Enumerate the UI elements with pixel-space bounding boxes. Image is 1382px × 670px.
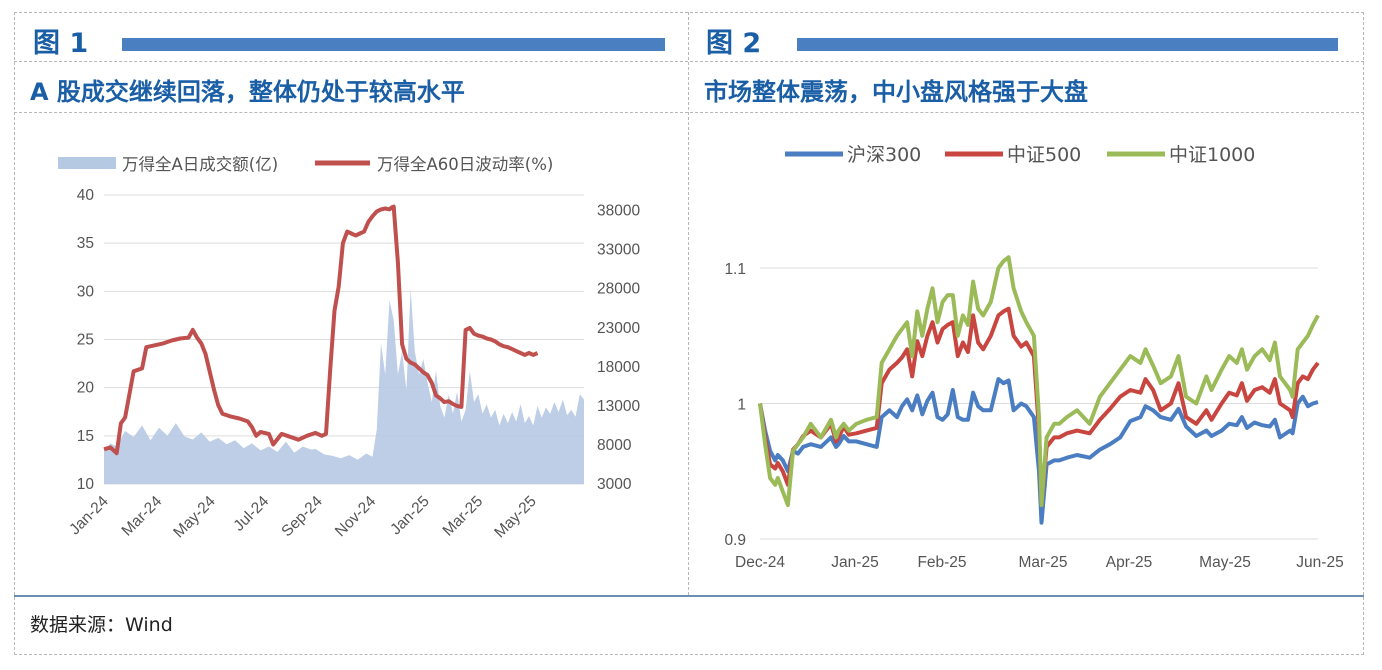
y-right-tick-label: 18000 [597,359,640,376]
y-right-tick-label: 8000 [597,437,632,454]
chart-1: 10 15 20 25 30 35 40 3000 8000 13000 18000 23000 280… [58,155,640,541]
legend-label: 沪深300 [847,144,921,166]
turnover-area [104,288,584,484]
y-left-tick-label: 15 [77,428,94,445]
volatility-line [103,204,539,456]
y-left-tick-label: 10 [77,476,95,493]
y-right-tick-label: 13000 [597,398,640,415]
legend-label: 中证1000 [1169,144,1255,166]
y-tick-label: 1.1 [724,261,746,278]
chart-2: 0.9 1 1.1 Dec-24 Jan-25 Feb-25 Mar-25 Apr-25 May… [724,144,1343,571]
y-right-tick-label: 28000 [597,281,640,298]
data-source-note: 数据来源：Wind [30,614,173,636]
figure-1-subtitle: A 股成交继续回落，整体仍处于较高水平 [30,78,465,106]
y-right-tick-label: 33000 [597,242,640,259]
y-left-tick-label: 30 [77,283,95,300]
y-left-tick-label: 35 [77,235,94,252]
y-right-tick-label: 38000 [597,203,640,220]
x-tick-label: Apr-25 [1106,554,1153,571]
series-line [758,306,1320,508]
x-tick-label: May-25 [1199,554,1251,571]
series-line [758,377,1319,525]
y-tick-label: 1 [737,397,746,414]
figure-1-label: 图 1 [33,28,89,59]
y-left-tick-label: 40 [77,187,95,204]
x-tick-label: Jan-25 [831,554,878,571]
x-tick-label: Feb-25 [917,554,966,571]
legend-line-label: 万得全A60日波动率(%) [377,155,553,174]
panel-divider [688,12,689,595]
y-left-tick-label: 25 [77,332,94,349]
y-right-tick-label: 3000 [597,476,632,493]
figure-2-accent-bar [797,38,1338,51]
footer-divider [14,595,1364,597]
y-left-tick-label: 20 [77,380,95,397]
legend-area-swatch [58,157,116,169]
figure-2-subtitle: 市场整体震荡，中小盘风格强于大盘 [704,78,1088,106]
y-right-tick-label: 23000 [597,320,640,337]
subtitle-divider [14,112,1364,113]
legend-area-label: 万得全A日成交额(亿) [122,155,278,174]
y-tick-label: 0.9 [724,532,746,549]
figure-2-label: 图 2 [706,28,762,59]
figure-1-accent-bar [122,38,665,51]
legend-label: 中证500 [1007,144,1081,166]
x-tick-label: Jun-25 [1296,554,1343,571]
x-tick-label: Dec-24 [735,554,785,571]
series-line [758,255,1320,508]
header-divider [14,61,1364,62]
x-tick-label: Mar-25 [1018,554,1067,571]
outer-frame [14,12,1364,655]
